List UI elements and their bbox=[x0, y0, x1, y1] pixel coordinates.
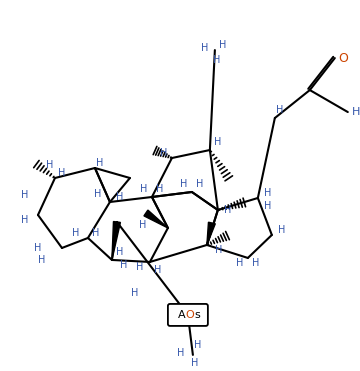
Text: H: H bbox=[224, 205, 231, 215]
Text: H: H bbox=[215, 245, 222, 255]
Text: H: H bbox=[180, 179, 188, 189]
Text: H: H bbox=[264, 188, 271, 198]
Text: H: H bbox=[139, 220, 147, 230]
Text: s: s bbox=[194, 310, 200, 320]
Text: H: H bbox=[21, 190, 29, 200]
Text: H: H bbox=[92, 228, 100, 238]
Text: H: H bbox=[264, 201, 271, 211]
Text: H: H bbox=[177, 348, 185, 358]
Text: H: H bbox=[196, 179, 203, 189]
Text: H: H bbox=[278, 225, 285, 235]
Text: O: O bbox=[338, 52, 348, 65]
Text: H: H bbox=[21, 215, 29, 225]
Text: H: H bbox=[236, 258, 244, 268]
Text: H: H bbox=[252, 258, 260, 268]
Text: H: H bbox=[34, 243, 42, 253]
Text: H: H bbox=[140, 184, 148, 194]
Text: H: H bbox=[131, 288, 139, 298]
Text: A: A bbox=[178, 310, 186, 320]
Text: H: H bbox=[201, 43, 208, 53]
Text: H: H bbox=[194, 340, 202, 350]
Text: H: H bbox=[136, 262, 144, 272]
Text: H: H bbox=[116, 192, 123, 202]
Text: H: H bbox=[276, 105, 284, 115]
Text: H: H bbox=[214, 137, 221, 147]
Text: H: H bbox=[156, 184, 163, 194]
Text: O: O bbox=[185, 310, 194, 320]
Polygon shape bbox=[144, 210, 168, 228]
Text: H: H bbox=[120, 260, 127, 270]
Text: H: H bbox=[94, 189, 102, 199]
Text: H: H bbox=[58, 168, 66, 178]
Text: H: H bbox=[72, 228, 80, 238]
Text: H: H bbox=[352, 107, 360, 117]
Text: H: H bbox=[96, 158, 104, 168]
Text: H: H bbox=[116, 247, 123, 257]
Text: H: H bbox=[160, 148, 168, 158]
Text: H: H bbox=[46, 160, 54, 170]
Text: H: H bbox=[213, 55, 221, 65]
Polygon shape bbox=[207, 222, 215, 245]
Text: H: H bbox=[38, 255, 46, 265]
Text: H: H bbox=[191, 358, 199, 368]
FancyBboxPatch shape bbox=[168, 304, 208, 326]
Text: H: H bbox=[219, 40, 226, 50]
Polygon shape bbox=[112, 221, 120, 260]
Text: H: H bbox=[154, 265, 162, 275]
